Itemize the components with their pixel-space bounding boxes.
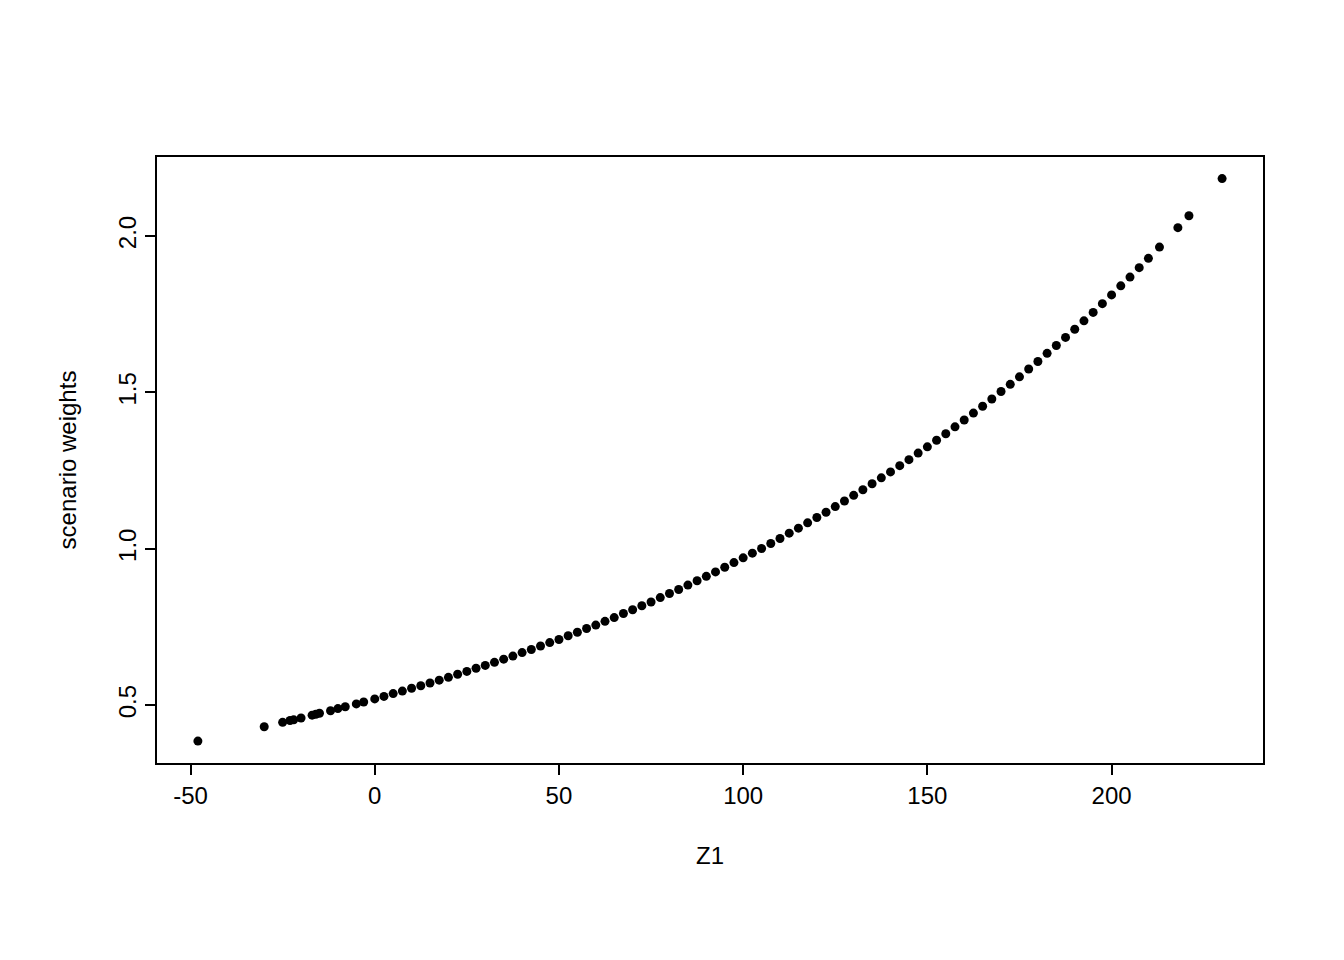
- svg-text:200: 200: [1092, 782, 1132, 809]
- svg-text:scenario weights: scenario weights: [54, 371, 81, 550]
- svg-text:1.5: 1.5: [114, 372, 141, 405]
- svg-text:50: 50: [546, 782, 573, 809]
- svg-text:1.0: 1.0: [114, 529, 141, 562]
- svg-text:150: 150: [907, 782, 947, 809]
- svg-text:Z1: Z1: [696, 842, 724, 869]
- svg-text:0: 0: [368, 782, 381, 809]
- svg-text:2.0: 2.0: [114, 216, 141, 249]
- svg-text:100: 100: [723, 782, 763, 809]
- svg-text:0.5: 0.5: [114, 685, 141, 718]
- svg-text:-50: -50: [173, 782, 208, 809]
